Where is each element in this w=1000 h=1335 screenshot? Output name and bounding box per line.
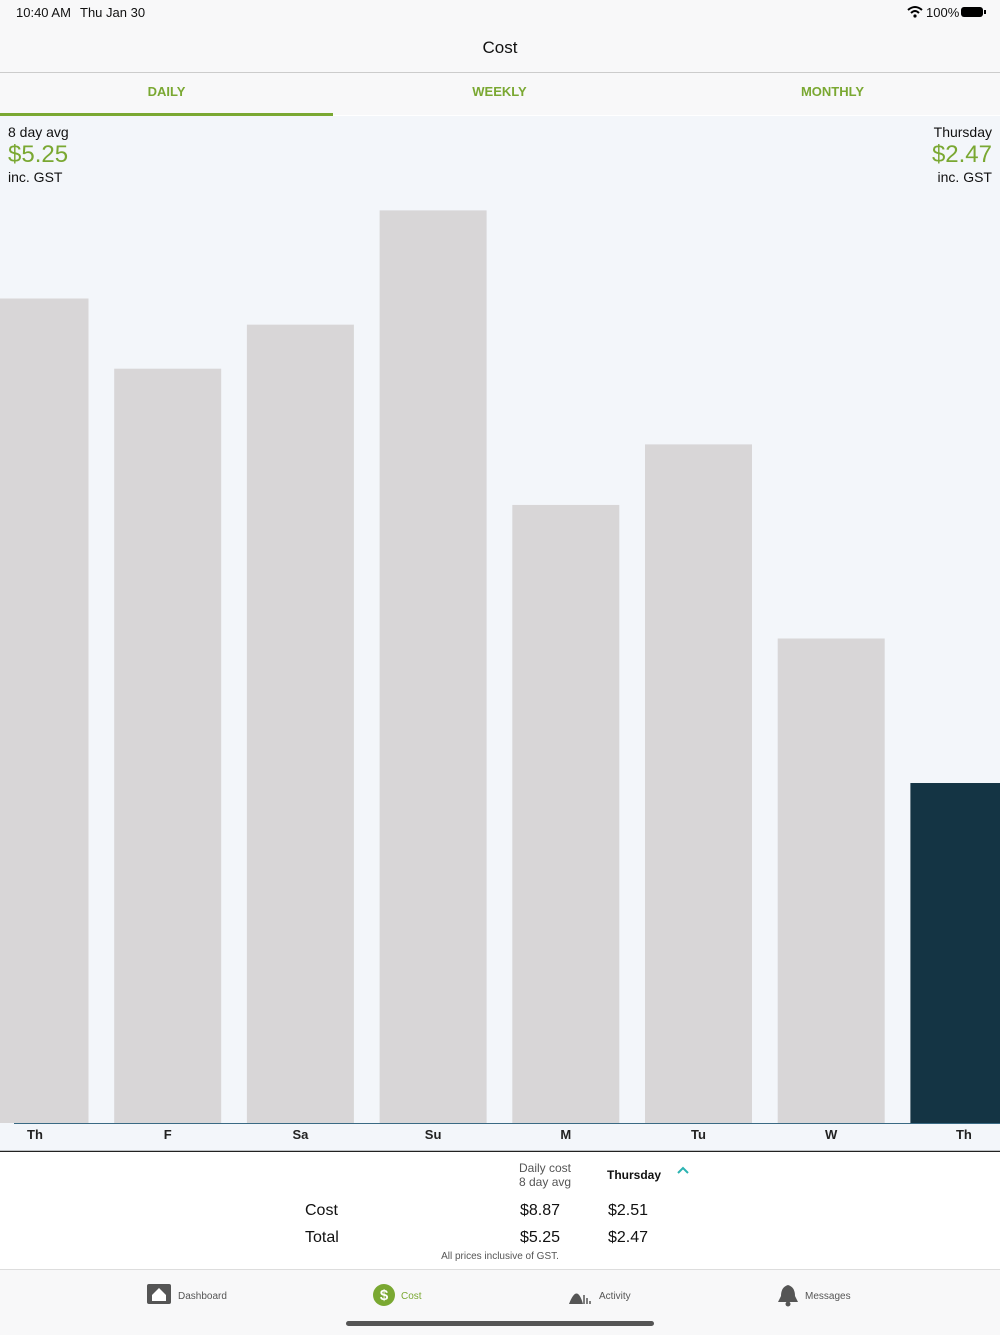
tab-activity[interactable]: Activity: [599, 1291, 631, 1302]
row-label: Total: [305, 1229, 339, 1246]
bar: [114, 368, 222, 1124]
collapse-icon[interactable]: [676, 1166, 690, 1176]
divider: [0, 72, 1000, 73]
tab-dashboard[interactable]: Dashboard: [178, 1291, 227, 1302]
col-header: Thursday: [607, 1168, 662, 1182]
dashboard-icon[interactable]: [146, 1283, 172, 1307]
cell: $8.87: [520, 1202, 561, 1219]
col-header-line: 8 day avg: [519, 1175, 572, 1189]
x-tick-label: Tu: [691, 1127, 706, 1142]
x-tick-label: M: [560, 1127, 571, 1142]
cell: $2.47: [608, 1229, 649, 1246]
home-indicator: [346, 1321, 654, 1326]
tab-daily[interactable]: DAILY: [147, 84, 186, 99]
cost-icon[interactable]: $: [373, 1284, 397, 1308]
row-label: Cost: [305, 1202, 338, 1219]
avg-label: 8 day avg: [8, 124, 69, 140]
day-note: inc. GST: [937, 169, 992, 185]
status-time: 10:40 AM: [16, 5, 71, 20]
battery-text: 100%: [926, 5, 960, 20]
day-value: $2.47: [931, 141, 992, 168]
tab-messages[interactable]: Messages: [805, 1291, 851, 1302]
x-tick-label: Sa: [292, 1127, 309, 1142]
x-tick-label: Th: [956, 1127, 972, 1142]
nav-title: Cost: [482, 38, 518, 57]
day-label: Thursday: [933, 124, 992, 140]
bar: [645, 444, 752, 1123]
x-tick-label: Su: [425, 1127, 442, 1142]
status-icons: [907, 6, 986, 18]
tabs-bg: [0, 73, 1000, 115]
activity-icon[interactable]: [567, 1285, 595, 1305]
tab-cost[interactable]: Cost: [401, 1291, 422, 1302]
bar: [0, 298, 89, 1123]
bar: [246, 324, 354, 1123]
x-tick-label: F: [164, 1127, 172, 1142]
chart: Th F Sa Su M Tu W Th: [0, 210, 1000, 1152]
note: All prices inclusive of GST.: [441, 1251, 559, 1262]
bar: [379, 210, 487, 1123]
bar: [777, 638, 885, 1123]
bar: [910, 783, 1000, 1123]
cell: $5.25: [520, 1229, 561, 1246]
messages-icon[interactable]: [777, 1284, 799, 1308]
avg-note: inc. GST: [8, 169, 63, 185]
bar: [512, 504, 620, 1123]
avg-value: $5.25: [8, 141, 69, 168]
cell: $2.51: [608, 1202, 649, 1219]
status-date: Thu Jan 30: [80, 5, 146, 20]
col-header-line: Daily cost: [519, 1161, 572, 1175]
svg-text:$: $: [380, 1287, 389, 1304]
header-bg: [0, 0, 1000, 72]
tab-indicator: [0, 113, 333, 116]
col-header: Daily cost 8 day avg: [500, 1161, 571, 1189]
x-tick-label: W: [825, 1127, 838, 1142]
x-tick-label: Th: [27, 1127, 43, 1142]
tab-monthly[interactable]: MONTHLY: [800, 84, 865, 99]
tab-weekly[interactable]: WEEKLY: [472, 84, 527, 99]
